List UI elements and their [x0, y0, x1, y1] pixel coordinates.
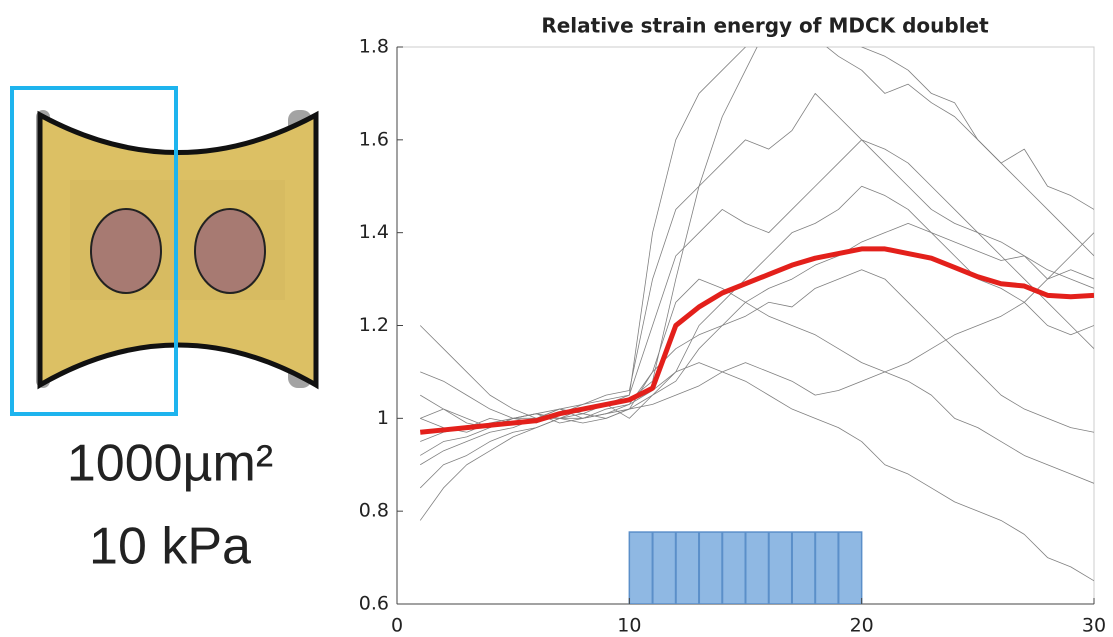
y-tick-label: 1	[377, 407, 389, 429]
series-line	[419, 246, 1094, 435]
y-tick-label: 1.8	[359, 36, 389, 58]
series-line	[420, 232, 1094, 429]
y-tick-label: 1.4	[359, 221, 389, 243]
y-tick-label: 1.2	[359, 314, 389, 336]
y-tick-label: 0.8	[359, 500, 389, 522]
series-line	[420, 47, 1094, 466]
plot-area	[419, 47, 1094, 604]
chart-title: Relative strain energy of MDCK doublet	[541, 14, 989, 38]
y-tick-label: 0.6	[359, 593, 389, 615]
cell-diagram	[10, 86, 319, 416]
pattern-area: 1000µm²	[67, 435, 273, 493]
x-tick-label: 20	[850, 615, 874, 637]
series-line	[419, 362, 1094, 582]
series-line	[420, 47, 1094, 424]
series-line	[419, 278, 1094, 484]
plot-frame	[396, 46, 1095, 605]
x-tick-label: 0	[391, 615, 403, 637]
x-tick-label: 10	[617, 615, 641, 637]
x-tick-label: 30	[1082, 615, 1106, 637]
pattern-stiffness: 10 kPa	[89, 518, 251, 576]
y-tick-label: 1.6	[359, 128, 389, 150]
series-line	[420, 185, 1094, 433]
series-line	[420, 222, 1094, 456]
series-line	[420, 269, 1094, 433]
series-line	[419, 139, 1094, 521]
